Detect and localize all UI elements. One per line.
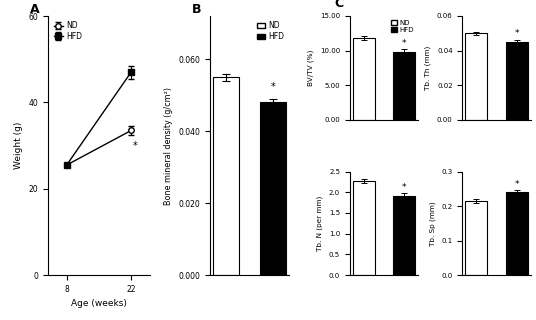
Bar xyxy=(505,192,527,275)
Legend: ND, HFD: ND, HFD xyxy=(52,20,83,43)
Bar xyxy=(393,52,415,120)
Bar xyxy=(353,181,375,275)
Y-axis label: BV/TV (%): BV/TV (%) xyxy=(308,50,314,86)
Text: *: * xyxy=(401,183,406,192)
Text: *: * xyxy=(271,82,276,92)
Bar xyxy=(465,201,488,275)
Bar xyxy=(393,196,415,275)
Bar xyxy=(465,33,488,120)
Text: *: * xyxy=(514,29,519,38)
Text: B: B xyxy=(192,3,202,16)
X-axis label: Age (weeks): Age (weeks) xyxy=(71,300,127,308)
Legend: ND, HFD: ND, HFD xyxy=(256,20,286,43)
Text: *: * xyxy=(514,180,519,189)
Bar xyxy=(353,38,375,120)
Text: *: * xyxy=(401,39,406,49)
Y-axis label: Bone mineral density (g/cm²): Bone mineral density (g/cm²) xyxy=(163,87,173,204)
Text: *: * xyxy=(133,140,138,151)
Y-axis label: Tb. Th (mm): Tb. Th (mm) xyxy=(425,46,431,90)
Y-axis label: Weight (g): Weight (g) xyxy=(14,122,23,169)
Legend: ND, HFD: ND, HFD xyxy=(390,20,414,34)
Bar xyxy=(505,42,527,120)
Bar xyxy=(213,77,239,275)
Text: A: A xyxy=(30,3,40,16)
Bar xyxy=(260,102,286,275)
Text: C: C xyxy=(334,0,344,10)
Y-axis label: Tb. Sp (mm): Tb. Sp (mm) xyxy=(429,201,436,246)
Y-axis label: Tb. N (per mm): Tb. N (per mm) xyxy=(317,196,323,251)
